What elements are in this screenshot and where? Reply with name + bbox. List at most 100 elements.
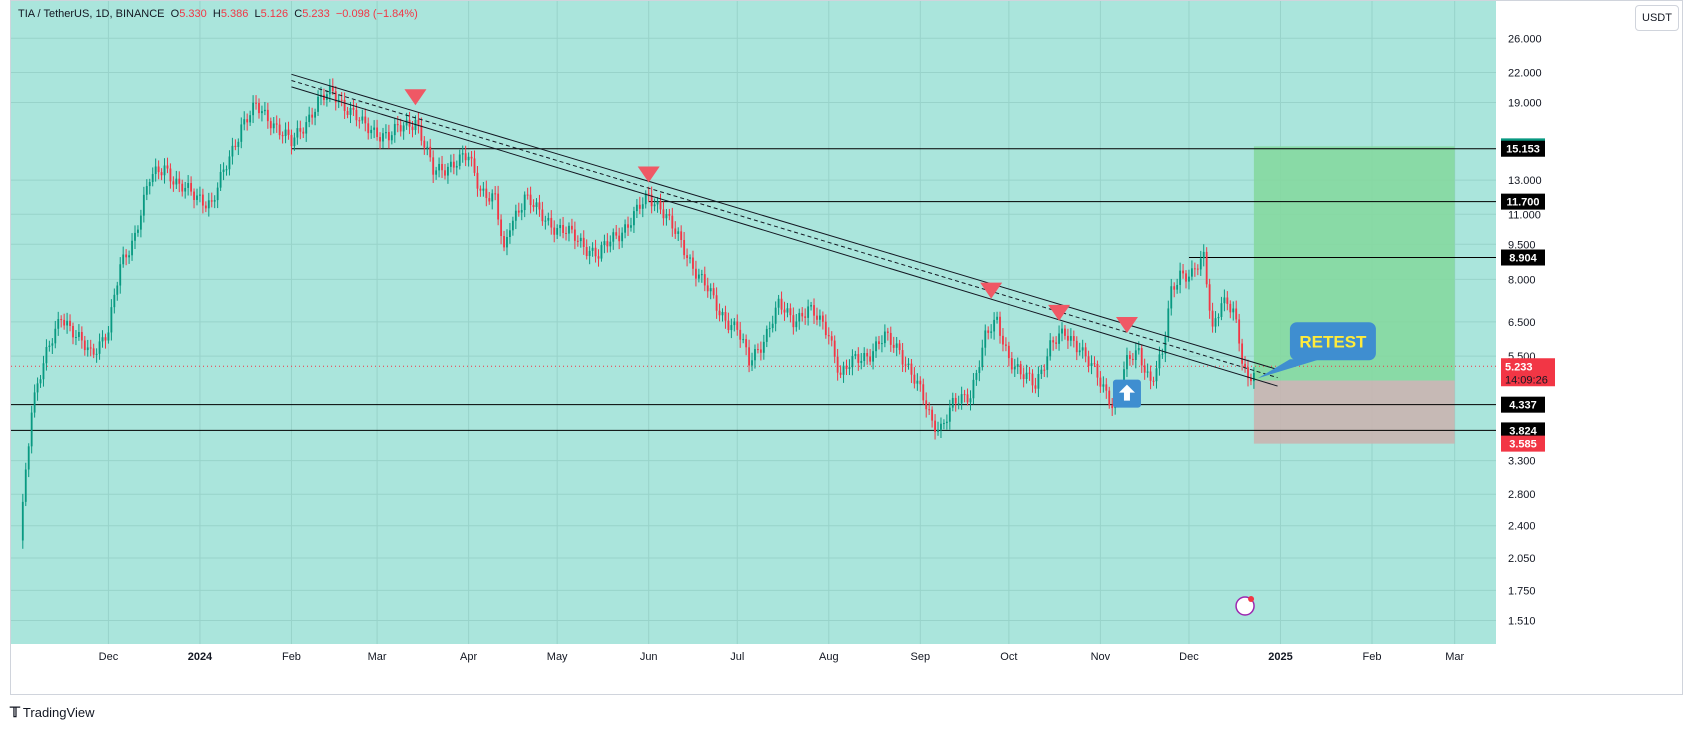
tradingview-brand[interactable]: 𝕋 TradingView (10, 704, 94, 721)
candle-body (216, 187, 219, 201)
chart-frame[interactable]: RETEST 26.000 22.000 19.000 13.000 11.000 9.50… (10, 0, 1683, 695)
candle-body (671, 215, 674, 229)
candle-body (869, 356, 872, 362)
candle-body (479, 188, 482, 191)
candle-body (857, 354, 860, 363)
candle-body (993, 319, 996, 332)
candle-body (733, 321, 736, 326)
currency-button[interactable]: USDT (1635, 5, 1679, 31)
candle-body (700, 274, 703, 276)
candle-body (984, 330, 987, 348)
candle-body (181, 183, 184, 192)
candle-body (278, 124, 281, 136)
candle-body (166, 165, 169, 169)
candle-body (948, 407, 951, 422)
symbol-name[interactable]: TIA / TetherUS, 1D, BINANCE (18, 8, 165, 20)
candle-body (113, 294, 116, 308)
candle-body (145, 186, 148, 195)
candle-body (1028, 372, 1031, 374)
time-tick-label: Jul (730, 651, 744, 663)
candle-body (565, 232, 567, 234)
candle-body (683, 239, 686, 256)
candle-body (101, 337, 104, 342)
price-tick-label: 2.800 (1508, 489, 1536, 501)
candle-body (978, 367, 981, 373)
candle-body (981, 347, 984, 368)
candle-body (665, 214, 668, 219)
candle-body (904, 364, 907, 366)
candle-body (618, 235, 621, 242)
price-tick-label: 1.750 (1508, 585, 1536, 597)
candle-body (1126, 355, 1128, 370)
candle-body (346, 110, 349, 115)
candle-body (954, 397, 957, 404)
candle-body (937, 429, 939, 432)
price-chart[interactable]: RETEST 26.000 22.000 19.000 13.000 11.000 9.50… (11, 1, 1682, 694)
candle-body (845, 365, 848, 369)
price-tick-label: 2.400 (1508, 521, 1536, 533)
candle-body (819, 315, 821, 320)
candle-body (234, 145, 237, 147)
candle-body (396, 123, 399, 126)
candle-body (426, 146, 429, 148)
candle-body (207, 200, 210, 209)
candle-body (1176, 284, 1179, 290)
candle-body (724, 312, 727, 321)
candle-body (588, 250, 591, 257)
candle-body (706, 285, 709, 292)
candle-body (364, 116, 367, 124)
candle-body (1093, 363, 1096, 365)
candle-body (526, 194, 529, 196)
candle-body (966, 394, 969, 403)
candle-body (553, 227, 556, 235)
candle-body (697, 274, 700, 279)
price-tick-label: 19.000 (1508, 97, 1542, 109)
candle-body (86, 347, 89, 351)
candle-body (594, 247, 597, 257)
candle-body (633, 211, 635, 226)
candle-body (104, 337, 107, 341)
candle-body (204, 205, 207, 209)
candle-body (922, 384, 925, 401)
level-price-tag-bg (1501, 249, 1545, 266)
candle-body (323, 94, 325, 100)
level-price-tag: 3.824 (1509, 425, 1537, 437)
candle-body (695, 268, 697, 279)
candle-body (739, 329, 742, 340)
candle-body (621, 232, 624, 242)
candle-body (1241, 343, 1244, 364)
candle-body (175, 178, 178, 185)
candle-body (1061, 328, 1063, 334)
candle-body (290, 134, 293, 147)
last-price-tag-bg (1501, 358, 1555, 387)
candle-body (199, 194, 201, 196)
candle-body (494, 193, 497, 195)
candle-body (1010, 358, 1013, 370)
candle-body (411, 126, 414, 131)
change-value: −0.098 (−1.84%) (335, 8, 418, 20)
candle-body (137, 229, 139, 233)
candle-body (287, 129, 290, 135)
candle-body (641, 204, 644, 209)
candle-body (151, 174, 154, 183)
level-price-tag-bg (1501, 193, 1545, 210)
candle-body (1252, 372, 1255, 382)
low-label: L (254, 8, 261, 20)
candle-body (742, 339, 745, 341)
candle-body (644, 193, 647, 205)
candle-body (255, 102, 257, 104)
candle-body (361, 116, 364, 121)
price-tick-label: 9.500 (1508, 239, 1536, 251)
candle-body (529, 194, 532, 206)
stop-price-tag: 3.585 (1509, 439, 1537, 451)
candle-body (541, 209, 544, 222)
candle-body (1102, 384, 1105, 387)
candle-body (190, 183, 193, 192)
candle-body (801, 312, 804, 317)
resistance-marker-icon (1048, 304, 1071, 321)
candle-body (75, 337, 77, 339)
candle-body (940, 423, 942, 430)
candle-body (653, 204, 656, 207)
candle-body (1158, 354, 1161, 369)
candle-body (600, 245, 603, 259)
